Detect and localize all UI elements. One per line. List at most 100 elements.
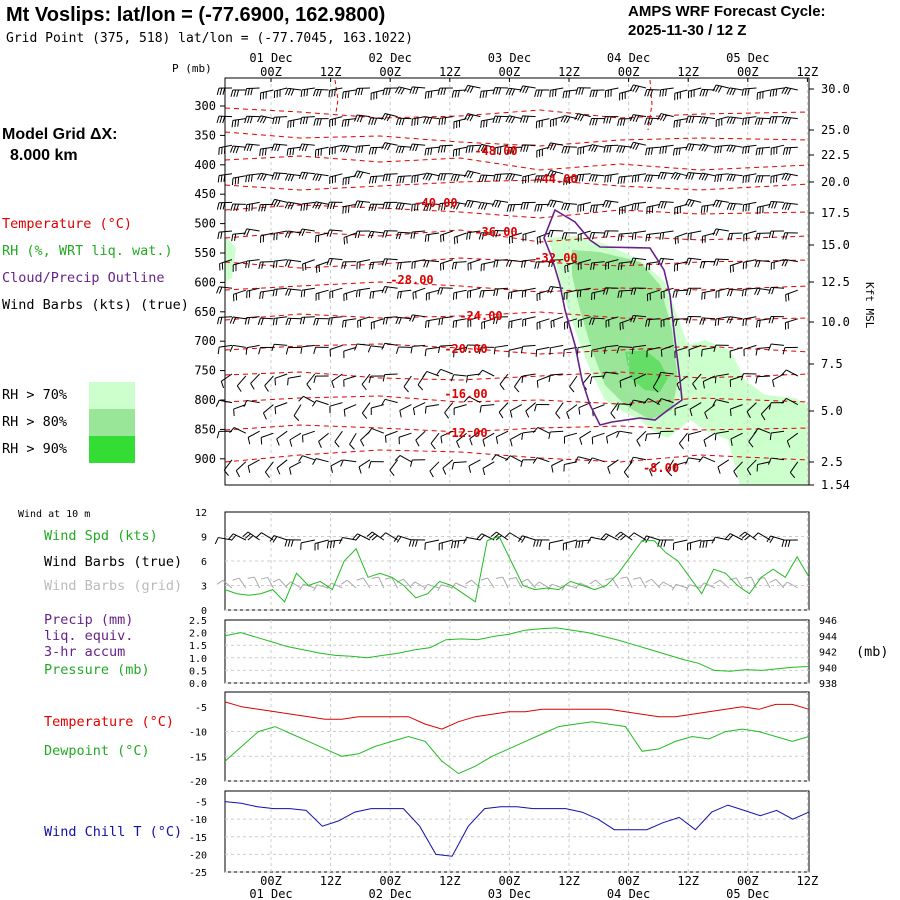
wind-barb-flag [316, 118, 319, 126]
wind-grid-barb-flag [685, 584, 691, 592]
wind-barb [398, 86, 412, 91]
wind-barb-flag [354, 200, 358, 208]
wind-barb [301, 116, 315, 118]
wind-barb-flag [498, 174, 502, 182]
wind-barb [633, 344, 647, 348]
wind-barb-flag [361, 384, 367, 391]
wind-barb-flag [629, 142, 634, 149]
wind-barb-flag [371, 147, 375, 155]
wind-barb [315, 88, 329, 91]
wind-barb-flag [215, 400, 220, 407]
wind-barb-flag [546, 170, 552, 177]
wind-barb [246, 143, 260, 146]
wind-barbs [215, 84, 799, 479]
wind-barb [509, 115, 522, 120]
wind-barb-flag [509, 439, 513, 447]
wind-barb-flag [712, 228, 717, 236]
wind-grid-barb-flag [495, 576, 503, 579]
wind-barb [550, 199, 564, 203]
wind-barb-flag [712, 199, 717, 207]
wind-barb-flag [729, 409, 732, 417]
wind-barb-flag [787, 88, 792, 95]
wind-barb-flag [715, 85, 720, 93]
wind-barb [219, 286, 233, 289]
wind-barb [634, 373, 647, 381]
wind-barb [692, 373, 702, 385]
wind-barb-flag [247, 465, 251, 473]
wind-grid-barb [502, 576, 509, 589]
wind-barb [619, 261, 633, 264]
wind-barb-flag [492, 87, 496, 95]
wind-barb-flag [729, 145, 734, 152]
wind-barb-flag [619, 118, 623, 126]
wind-barb-flag [769, 432, 772, 441]
wind-barb-flag [389, 469, 395, 477]
wind-barb-flag [631, 232, 634, 240]
top-day-label: 02 Dec [369, 51, 412, 65]
wind-barb-flag [401, 203, 405, 211]
wind-barb [440, 259, 453, 265]
wind-barb-flag [659, 146, 662, 154]
wind-barb [633, 314, 647, 318]
wind-barb [729, 144, 743, 148]
wind-barb [702, 232, 716, 237]
wind-barb-flag [466, 171, 471, 178]
wind-barb-flag [385, 174, 388, 182]
wind-barb-flag [385, 202, 388, 210]
wind-grid-barb [316, 584, 329, 589]
wind-barb-flag [330, 317, 333, 325]
wind-barb-flag [423, 260, 427, 268]
wind-barb-flag [243, 400, 248, 408]
wind-barb-flag [354, 88, 358, 96]
wind-10m-barb [357, 533, 371, 541]
wind-barb-flag [464, 344, 468, 352]
wind-barb-flag [595, 90, 598, 98]
wind-grid-barb-flag [371, 576, 379, 579]
wind-10m-barb [273, 535, 288, 541]
wind-barb-flag [237, 119, 240, 127]
wind-10m-barb-flag [784, 539, 788, 547]
wind-barb [522, 344, 536, 347]
wind-grid-barb-flag [356, 577, 364, 581]
wind-barb-flag [285, 288, 289, 296]
wind-barb-flag [260, 437, 263, 445]
wind-barb [771, 430, 785, 434]
bottom-time-tick: 00Z [499, 874, 521, 888]
wind-barb [302, 259, 315, 265]
wind-barb-flag [505, 455, 511, 462]
wind-barb-flag [302, 317, 306, 325]
wind-barb [743, 230, 757, 235]
wind-barb [730, 261, 743, 267]
wind-barb-flag [676, 383, 681, 391]
wind-barb [688, 257, 702, 261]
wind-10m-barb [687, 539, 702, 544]
wind-barb [250, 373, 260, 384]
wind-10m-barb [439, 539, 453, 544]
wind-barb [246, 287, 260, 292]
wind-barb [315, 173, 329, 177]
wind-barb-flag [344, 119, 347, 127]
wind-barb [370, 261, 384, 264]
wind-barb-flag [784, 173, 789, 181]
wind-barb-flag [676, 120, 678, 128]
isotherm-line [224, 449, 810, 463]
wind-barb-flag [440, 287, 444, 295]
wind-barb [494, 229, 509, 232]
wind-barb-flag [411, 315, 416, 322]
wind-barb-flag [498, 411, 504, 419]
wind-barb-flag [768, 201, 772, 209]
wind-grid-barb [787, 581, 799, 589]
wind-barb-flag [374, 147, 378, 155]
wind-barb [619, 203, 633, 209]
wind-barb-flag [767, 457, 772, 465]
wind-barb-flag [245, 347, 248, 355]
wind-barb [274, 316, 288, 319]
wind-10m-barb-flag [603, 534, 610, 541]
wind-barb-flag [442, 234, 445, 242]
wind-grid-barb [222, 579, 233, 589]
wind-barb [315, 146, 329, 151]
wind-barb [578, 316, 591, 321]
wind-10m-barb [496, 531, 509, 541]
wind-barb-flag [381, 258, 386, 266]
wind-barb-flag [272, 318, 275, 326]
